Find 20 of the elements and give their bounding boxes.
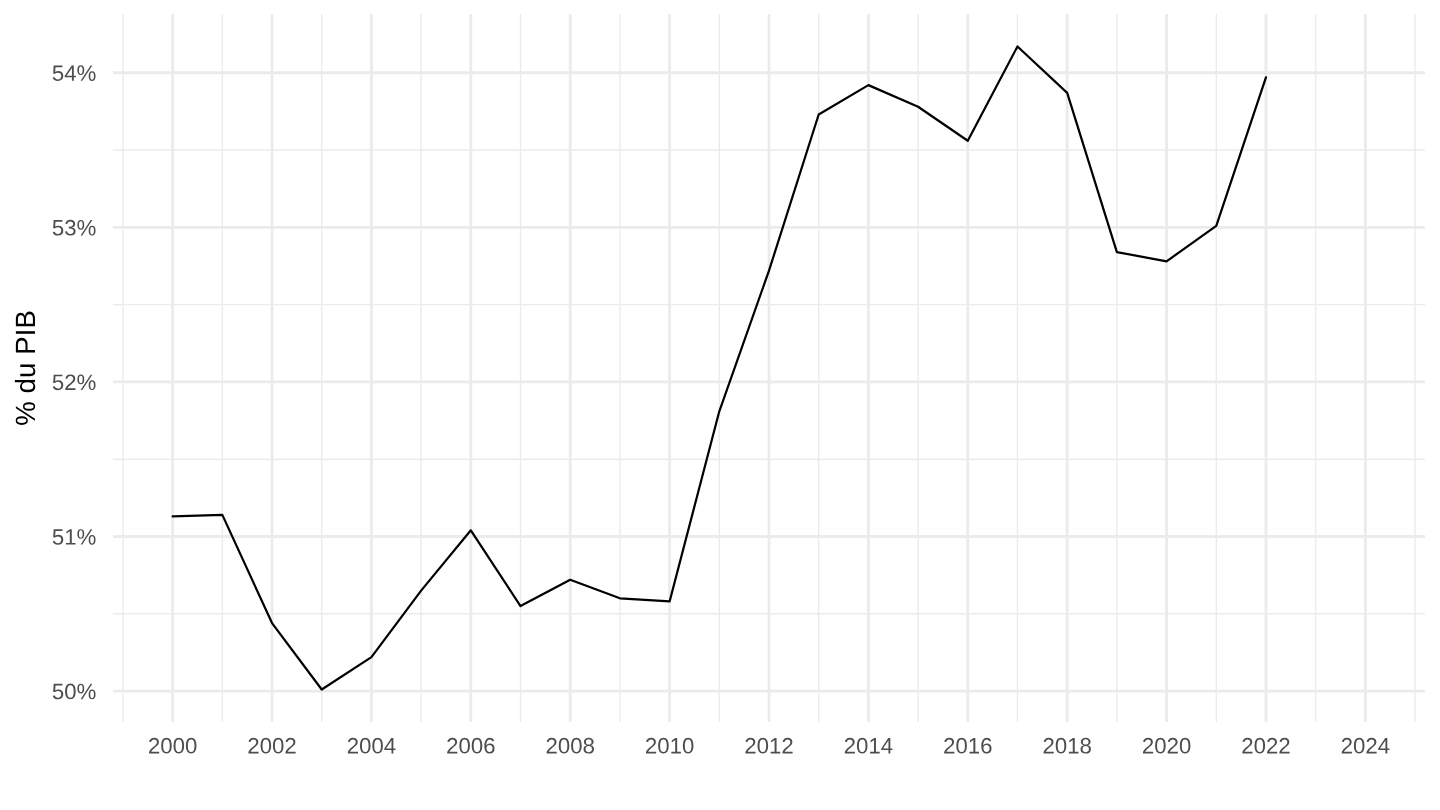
y-tick-label: 53% <box>52 219 96 236</box>
x-tick-label: 2018 <box>1043 737 1091 754</box>
y-tick-label: 54% <box>52 65 96 82</box>
x-tick-label: 2022 <box>1242 737 1290 754</box>
x-tick-label: 2012 <box>745 737 793 754</box>
x-tick-label: 2008 <box>546 737 594 754</box>
y-tick-label: 51% <box>52 529 96 545</box>
y-tick-label: 52% <box>52 374 96 391</box>
y-tick-label: 50% <box>52 683 96 700</box>
x-tick-label: 2010 <box>646 737 694 754</box>
y-axis-title: % du PIB <box>14 311 36 425</box>
line-series <box>171 45 1268 691</box>
x-tick-label: 2014 <box>844 737 893 754</box>
x-tick-label: 2020 <box>1142 737 1191 754</box>
x-tick-label: 2016 <box>944 737 992 754</box>
x-tick-label: 2004 <box>347 737 396 754</box>
x-tick-label: 2006 <box>447 737 495 754</box>
x-tick-label: 2000 <box>149 737 197 754</box>
x-tick-label: 2024 <box>1341 737 1390 754</box>
x-tick-label: 2002 <box>248 737 296 754</box>
